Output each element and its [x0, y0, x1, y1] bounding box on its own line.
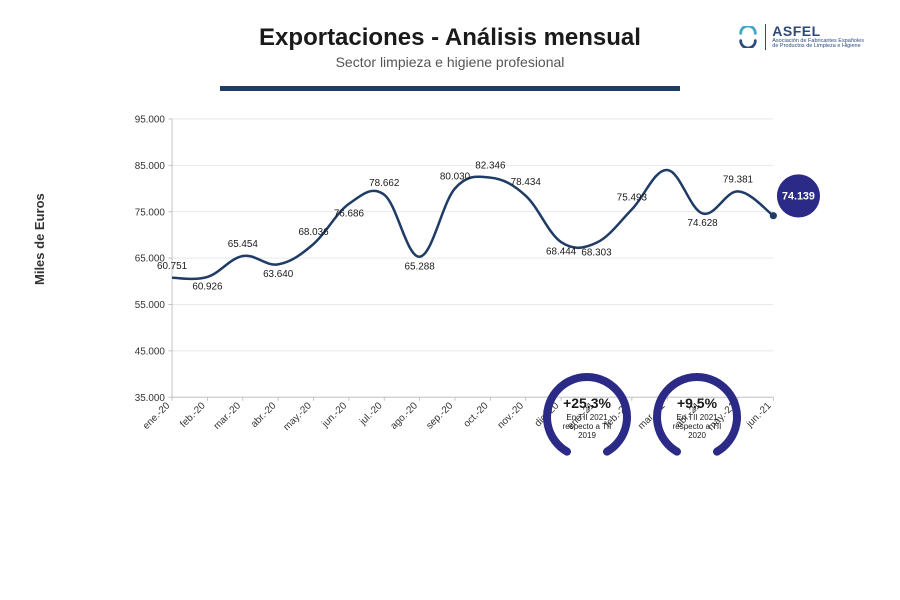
chart-subtitle: Sector limpieza e higiene profesional	[0, 54, 900, 70]
data-point-label: 65.288	[405, 261, 436, 272]
x-tick-label: ene.-20	[141, 400, 173, 432]
end-value-text: 74.139	[782, 191, 815, 203]
data-point-label: 78.662	[369, 178, 399, 189]
x-tick-label: abr.-20	[249, 400, 279, 430]
stat-callout-2019: +25,3% En TII 2021respecto a TII2019	[540, 370, 634, 464]
data-point-label: 82.346	[475, 161, 506, 172]
x-tick-label: jun.-21	[744, 400, 774, 430]
logo-name: ASFEL	[772, 24, 864, 39]
data-point-label: 60.751	[157, 261, 187, 272]
brand-logo: ASFEL Asociación de Fabricantes Españole…	[737, 24, 864, 50]
x-tick-label: oct.-20	[462, 400, 491, 429]
y-tick-label: 85.000	[135, 161, 166, 172]
logo-tagline-2: de Productos de Limpieza e Higiene	[772, 44, 864, 50]
callout-line3: 2020	[688, 431, 706, 440]
y-tick-label: 55.000	[135, 300, 166, 311]
data-point-label: 74.628	[688, 218, 719, 229]
data-point-label: 76.686	[334, 208, 365, 219]
data-point-label: 68.444	[546, 247, 577, 258]
end-point-marker	[770, 212, 777, 219]
data-point-label: 79.381	[723, 174, 753, 185]
data-point-label: 60.926	[192, 282, 223, 293]
data-point-label: 75.493	[617, 192, 648, 203]
y-tick-label: 95.000	[135, 115, 166, 126]
callout-line1: En TII 2021	[676, 413, 718, 422]
callout-percent: +9,5%	[677, 395, 718, 411]
callout-line3: 2019	[578, 431, 596, 440]
y-tick-label: 35.000	[135, 393, 166, 404]
data-point-label: 80.030	[440, 171, 471, 182]
x-tick-label: sep.-20	[424, 400, 455, 431]
title-underline	[220, 86, 680, 91]
stat-callout-2020: +9,5% En TII 2021respecto a TII2020	[650, 370, 744, 464]
data-point-label: 65.454	[228, 239, 259, 250]
y-axis-label: Miles de Euros	[32, 193, 47, 285]
x-tick-label: jun.-20	[319, 400, 349, 430]
x-tick-label: jul.-20	[357, 400, 385, 428]
x-tick-label: ago.-20	[389, 400, 421, 432]
data-series-line	[172, 170, 773, 279]
callout-percent: +25,3%	[563, 395, 611, 411]
data-point-label: 63.640	[263, 269, 294, 280]
data-point-label: 78.434	[511, 177, 542, 188]
x-tick-label: may.-20	[281, 400, 314, 433]
x-tick-label: nov.-20	[496, 400, 527, 431]
callout-line2: respecto a TII	[563, 422, 612, 431]
data-point-label: 68.036	[298, 227, 329, 238]
x-tick-label: feb.-20	[178, 400, 208, 430]
callout-line2: respecto a TII	[673, 422, 722, 431]
x-tick-label: mar.-20	[212, 400, 244, 432]
logo-icon	[737, 26, 759, 48]
callout-line1: En TII 2021	[566, 413, 608, 422]
y-tick-label: 45.000	[135, 346, 166, 357]
y-tick-label: 75.000	[135, 207, 166, 218]
data-point-label: 68.303	[581, 247, 612, 258]
